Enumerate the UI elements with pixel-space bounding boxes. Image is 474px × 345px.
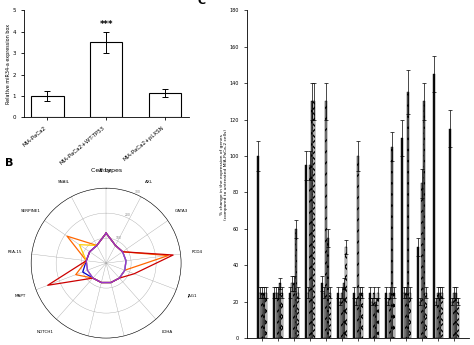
Bar bbox=[277, 293, 279, 338]
Bar bbox=[261, 293, 263, 338]
Bar bbox=[423, 101, 425, 338]
Bar bbox=[417, 247, 419, 338]
Bar bbox=[439, 293, 441, 338]
Bar bbox=[441, 293, 443, 338]
Bar bbox=[361, 293, 363, 338]
Bar bbox=[419, 302, 421, 338]
Bar bbox=[373, 293, 375, 338]
Bar bbox=[407, 92, 409, 338]
Bar bbox=[451, 302, 453, 338]
Bar bbox=[279, 284, 281, 338]
Bar bbox=[391, 147, 393, 338]
Bar bbox=[265, 293, 267, 338]
Bar bbox=[297, 293, 299, 338]
Bar bbox=[293, 284, 295, 338]
Bar bbox=[435, 302, 437, 338]
Bar bbox=[457, 302, 459, 338]
Bar bbox=[275, 293, 277, 338]
Bar bbox=[281, 293, 283, 338]
Bar bbox=[455, 293, 457, 338]
Bar bbox=[311, 101, 313, 338]
Bar bbox=[385, 293, 387, 338]
Bar bbox=[257, 156, 259, 338]
Bar bbox=[305, 165, 307, 338]
Bar bbox=[291, 284, 293, 338]
Bar bbox=[369, 293, 371, 338]
Bar bbox=[263, 293, 265, 338]
Bar bbox=[343, 284, 345, 338]
X-axis label: Cell types: Cell types bbox=[91, 168, 122, 174]
Bar bbox=[393, 293, 395, 338]
Bar bbox=[149, 93, 181, 117]
Bar bbox=[341, 293, 343, 338]
Bar bbox=[309, 165, 311, 338]
Bar bbox=[327, 238, 329, 338]
Y-axis label: Relative miR34-a expression box: Relative miR34-a expression box bbox=[6, 24, 11, 104]
Text: C: C bbox=[198, 0, 206, 6]
Bar bbox=[90, 42, 122, 117]
Bar bbox=[353, 293, 355, 338]
Bar bbox=[357, 156, 359, 338]
Bar bbox=[389, 293, 391, 338]
Bar bbox=[259, 293, 261, 338]
Bar bbox=[355, 302, 357, 338]
Bar bbox=[345, 247, 347, 338]
Bar bbox=[409, 293, 411, 338]
Bar bbox=[421, 183, 423, 338]
Bar bbox=[387, 302, 389, 338]
Bar bbox=[359, 293, 361, 338]
Bar bbox=[437, 293, 439, 338]
Bar bbox=[323, 293, 325, 338]
Bar bbox=[337, 293, 339, 338]
Bar bbox=[325, 101, 327, 338]
Bar bbox=[329, 293, 331, 338]
Bar bbox=[375, 302, 377, 338]
Bar bbox=[377, 293, 379, 338]
Bar bbox=[295, 229, 297, 338]
Bar bbox=[405, 293, 407, 338]
Bar bbox=[31, 96, 64, 117]
Text: B: B bbox=[5, 158, 13, 168]
Bar bbox=[401, 138, 403, 338]
Y-axis label: % change in the expression of genes
(compared to untreated MIA-PaCa-2 cells): % change in the expression of genes (com… bbox=[219, 129, 228, 220]
Bar bbox=[321, 284, 323, 338]
Bar bbox=[453, 293, 455, 338]
Bar bbox=[273, 293, 275, 338]
Bar bbox=[433, 74, 435, 338]
Bar bbox=[307, 293, 309, 338]
Bar bbox=[313, 101, 315, 338]
Bar bbox=[339, 302, 341, 338]
Bar bbox=[403, 293, 405, 338]
Bar bbox=[289, 293, 291, 338]
Text: ***: *** bbox=[100, 20, 113, 29]
Bar bbox=[425, 293, 427, 338]
Bar bbox=[371, 302, 373, 338]
Bar bbox=[449, 129, 451, 338]
